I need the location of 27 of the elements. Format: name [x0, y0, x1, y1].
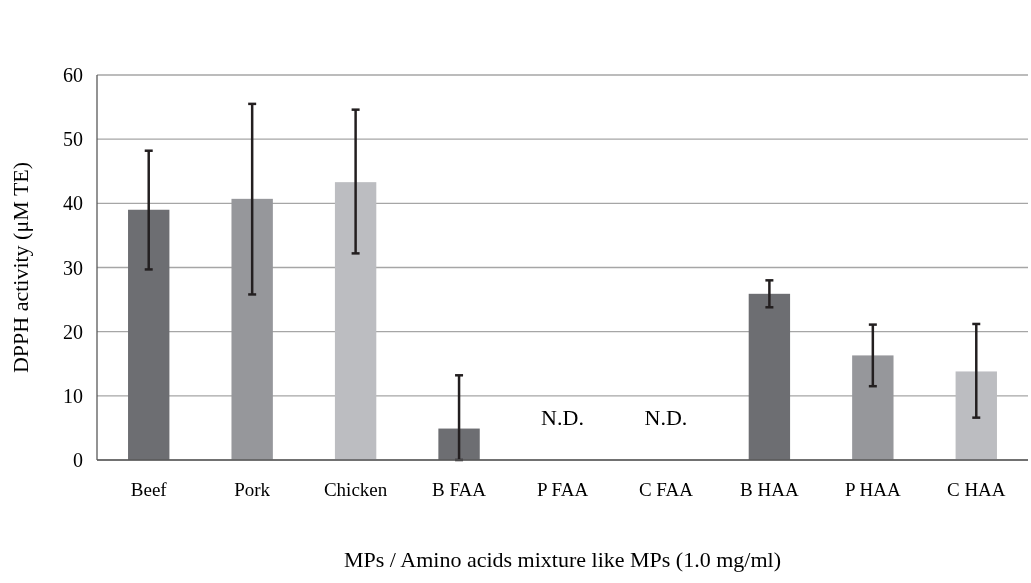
y-tick-label: 40: [63, 192, 83, 215]
x-tick-label: P FAA: [536, 479, 589, 500]
y-tick-label: 60: [63, 64, 83, 86]
x-axis-title: MPs / Amino acids mixture like MPs (1.0 mg/ml): [344, 547, 781, 572]
bar: [852, 355, 894, 460]
x-tick-label: Beef: [130, 479, 168, 500]
bar: [955, 371, 997, 460]
annotation: N.D.: [541, 405, 584, 430]
x-tick-label: C HAA: [946, 479, 1006, 500]
annotation: N.D.: [644, 405, 688, 430]
bar: [748, 293, 791, 460]
x-tick-label: C FAA: [638, 479, 694, 500]
x-tick-label: Chicken: [323, 479, 388, 500]
bar: [128, 209, 170, 460]
y-axis-title: DPPH activity (μM TE): [8, 161, 33, 374]
x-tick-label: P HAA: [844, 479, 901, 500]
x-tick-label: B HAA: [740, 479, 799, 500]
bar: [334, 182, 377, 460]
y-tick-label: 0: [73, 449, 83, 471]
y-tick-label: 10: [63, 384, 83, 407]
y-tick-label: 30: [63, 256, 83, 279]
x-tick-label: B FAA: [432, 479, 487, 500]
y-tick-label: 20: [63, 320, 83, 343]
bar: [231, 198, 273, 460]
x-tick-label: Pork: [234, 479, 271, 500]
y-tick-label: 50: [63, 128, 83, 151]
bar: [438, 428, 480, 460]
